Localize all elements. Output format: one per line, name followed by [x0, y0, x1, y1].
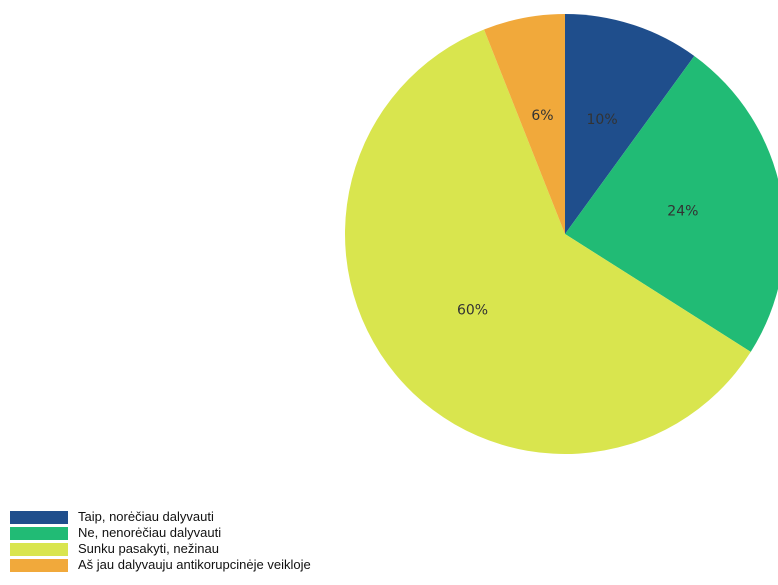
legend-swatch [10, 510, 68, 524]
pie-slice-sunku [344, 29, 751, 455]
pie-data-labels: 10% 24% 60% 6% [457, 108, 698, 318]
pie-slice-ne [565, 56, 778, 352]
pie-slice-taip [565, 14, 695, 234]
legend-swatch [10, 558, 68, 572]
legend-item-sunku: Sunku pasakyti, nežinau [10, 541, 311, 557]
slice-value-label-taip: 10% [587, 112, 618, 128]
chart-legend: Taip, norėčiau dalyvauti Ne, nenorėčiau … [10, 509, 311, 573]
slice-value-label-ne: 24% [667, 204, 698, 220]
pie-slice-jau-dalyvauju [484, 14, 565, 234]
legend-label: Aš jau dalyvauju antikorupcinėje veikloj… [78, 557, 311, 572]
legend-swatch [10, 542, 68, 556]
legend-item-ne: Ne, nenorėčiau dalyvauti [10, 525, 311, 541]
legend-item-taip: Taip, norėčiau dalyvauti [10, 509, 311, 525]
legend-item-jau-dalyvauju: Aš jau dalyvauju antikorupcinėje veikloj… [10, 557, 311, 573]
legend-label: Taip, norėčiau dalyvauti [78, 509, 214, 524]
slice-value-label-sunku: 60% [457, 302, 488, 318]
legend-swatch [10, 526, 68, 540]
pie-slices [344, 14, 778, 455]
legend-label: Ne, nenorėčiau dalyvauti [78, 525, 222, 540]
slice-value-label-jau-dalyvauju: 6% [531, 108, 553, 124]
legend-label: Sunku pasakyti, nežinau [78, 541, 219, 556]
